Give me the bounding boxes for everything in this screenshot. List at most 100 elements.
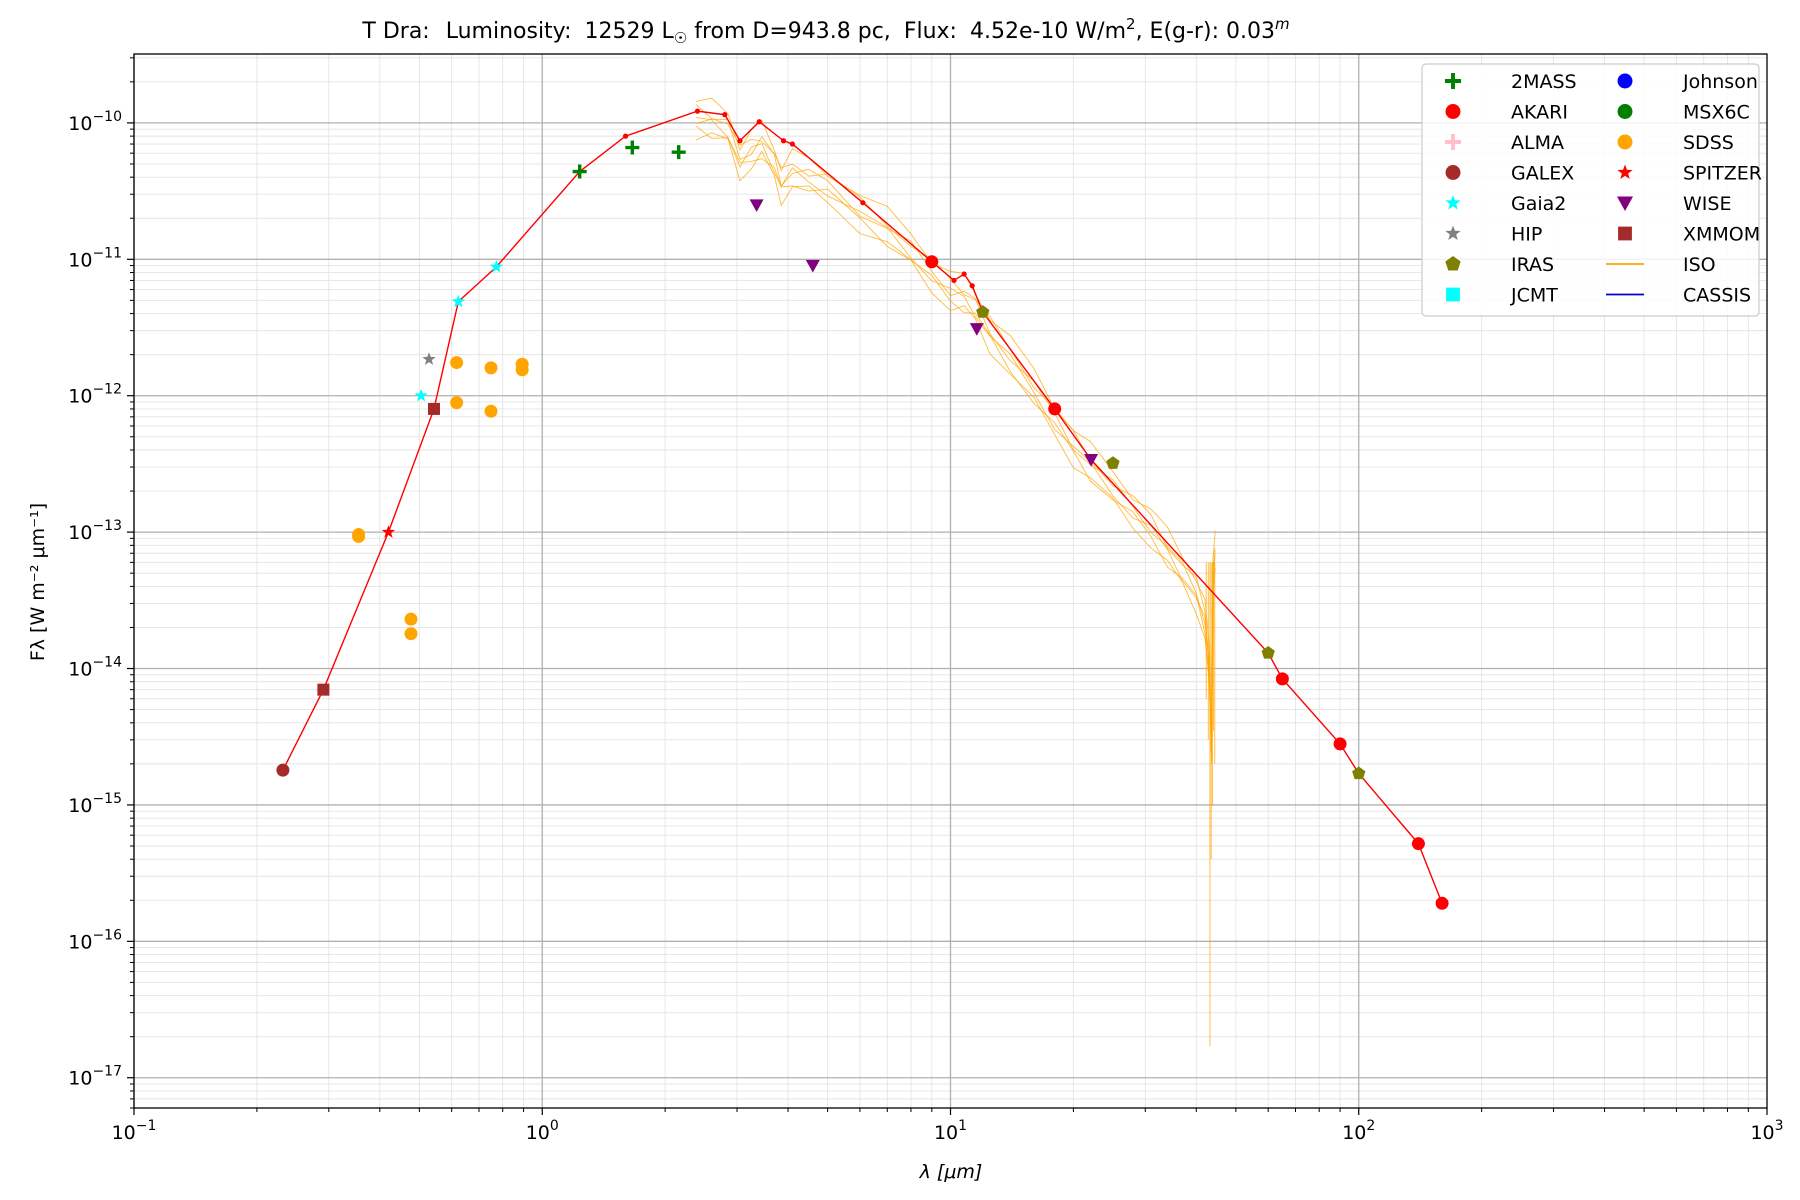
data-point-wise <box>749 199 764 213</box>
legend-label-johnson: Johnson <box>1682 71 1758 93</box>
sed-vertex <box>694 108 701 114</box>
legend-label-xmmom: XMMOM <box>1683 224 1760 246</box>
iso-spectrum-line <box>695 125 1216 753</box>
data-point-gaia2 <box>414 388 428 402</box>
data-point-xmmom <box>427 402 440 415</box>
legend-label-sdss: SDSS <box>1683 132 1734 154</box>
data-point-akari <box>1435 896 1449 910</box>
title-flux-exponent: 2 <box>1126 15 1136 33</box>
legend-marker-spitzer <box>1617 164 1633 180</box>
y-tick-label: 10−16 <box>68 927 122 953</box>
data-point-sdss <box>404 612 418 626</box>
x-tick-label: 10−1 <box>112 1118 157 1144</box>
title-flux-value: 4.52e-10 W/m <box>970 19 1126 44</box>
y-tick-label: 10−10 <box>68 109 122 135</box>
title-lum-value: 12529 L <box>585 19 675 44</box>
title-lum-label: Luminosity: <box>446 19 572 44</box>
title-flux-label: Flux: <box>904 19 957 44</box>
title-extinction-exponent: m <box>1275 15 1290 33</box>
title-distance: from D=943.8 pc, <box>687 19 891 44</box>
axis-ticks: 10−1 100 101 102 103 10−17 10−16 10−15 10−14 10−1… <box>68 57 1784 1144</box>
data-point-iras <box>976 305 990 318</box>
legend-label-hip: HIP <box>1511 224 1542 246</box>
legend-marker-alma <box>1444 133 1462 151</box>
y-tick-label: 10−14 <box>68 655 122 681</box>
data-point-iras <box>1261 645 1275 659</box>
photometry-points <box>276 140 1449 910</box>
y-tick-label: 10−17 <box>68 1064 122 1090</box>
data-point-2mass <box>625 140 640 155</box>
y-axis-label: Fλ [W m⁻² μm⁻¹] <box>27 503 49 661</box>
data-point-sdss <box>450 396 464 410</box>
legend-marker-hip <box>1445 225 1461 241</box>
iso-spectrum-line <box>695 118 1216 742</box>
x-tick-label: 100 <box>526 1118 559 1144</box>
data-point-sdss <box>450 356 464 370</box>
sed-vertex <box>622 133 629 139</box>
data-point-wise <box>969 323 984 336</box>
data-point-iras <box>1352 766 1366 780</box>
legend-label-alma: ALMA <box>1511 132 1564 154</box>
sed-vertex <box>722 112 728 118</box>
y-tick-label: 10−12 <box>68 382 122 408</box>
data-point-akari <box>1333 737 1347 751</box>
y-tick-label: 10−13 <box>68 518 122 544</box>
legend-marker-msx6c <box>1617 104 1633 119</box>
data-point-akari <box>1411 837 1425 851</box>
legend-label-galex: GALEX <box>1511 163 1574 185</box>
sed-vertex <box>961 271 967 277</box>
legend-marker-iras <box>1445 255 1461 271</box>
sed-vertex <box>969 283 975 289</box>
legend-label-2mass: 2MASS <box>1511 71 1577 93</box>
x-axis-label: λ [μm] <box>919 1161 983 1183</box>
data-point-galex <box>276 763 290 777</box>
legend-marker-sdss <box>1617 134 1633 150</box>
legend-label-jcmt: JCMT <box>1510 285 1558 307</box>
iso-spectrum-line <box>695 132 1216 764</box>
data-point-sdss <box>352 529 366 543</box>
iso-spectrum-line <box>695 104 1216 739</box>
data-point-2mass <box>671 145 686 160</box>
legend-marker-johnson <box>1617 73 1633 89</box>
legend-marker-wise <box>1616 196 1634 212</box>
data-point-akari <box>1048 402 1062 416</box>
legend-label-msx6c: MSX6C <box>1683 102 1750 124</box>
sed-vertex <box>780 138 787 144</box>
x-tick-label: 101 <box>934 1118 967 1144</box>
data-point-sdss <box>484 404 498 418</box>
chart-title: T Dra: Luminosity: 12529 L☉ from D=943.8… <box>361 15 1289 47</box>
data-point-wise <box>1084 454 1099 467</box>
iso-spectrum-line <box>695 117 1216 760</box>
data-point-2mass <box>572 164 587 179</box>
legend-label-iras: IRAS <box>1511 254 1554 276</box>
legend-marker-akari <box>1445 104 1461 119</box>
legend-label-gaia2: Gaia2 <box>1511 193 1566 215</box>
sed-polyline <box>282 110 1443 904</box>
legend-marker-galex <box>1445 165 1461 180</box>
sed-vertex <box>737 138 743 144</box>
data-point-sdss <box>484 361 498 375</box>
legend-label-akari: AKARI <box>1511 102 1568 124</box>
data-point-gaia2 <box>489 259 504 273</box>
data-point-spitzer <box>381 525 396 538</box>
legend-label-cassis: CASSIS <box>1683 285 1751 307</box>
legend-marker-jcmt <box>1446 287 1460 302</box>
x-tick-label: 103 <box>1750 1118 1783 1144</box>
legend-marker-gaia2 <box>1445 194 1461 210</box>
data-point-akari <box>1275 672 1289 686</box>
data-point-wise <box>805 259 820 273</box>
legend-box <box>1421 63 1760 317</box>
y-tick-label: 10−11 <box>68 245 122 271</box>
x-tick-label: 102 <box>1342 1118 1375 1144</box>
data-point-sdss <box>404 627 418 641</box>
legend-label-iso: ISO <box>1683 254 1716 276</box>
legend-marker-xmmom <box>1618 226 1632 241</box>
legend: 2MASS AKARI ALMA GALEX Gaia2 HIP IRAS JCMT Johns… <box>1421 63 1762 317</box>
y-tick-label: 10−15 <box>68 791 122 817</box>
sed-vertex <box>756 119 762 125</box>
data-point-xmmom <box>317 683 330 696</box>
sed-vertex <box>951 277 957 284</box>
data-point-gaia2 <box>451 294 466 308</box>
legend-marker-2mass <box>1444 72 1462 90</box>
